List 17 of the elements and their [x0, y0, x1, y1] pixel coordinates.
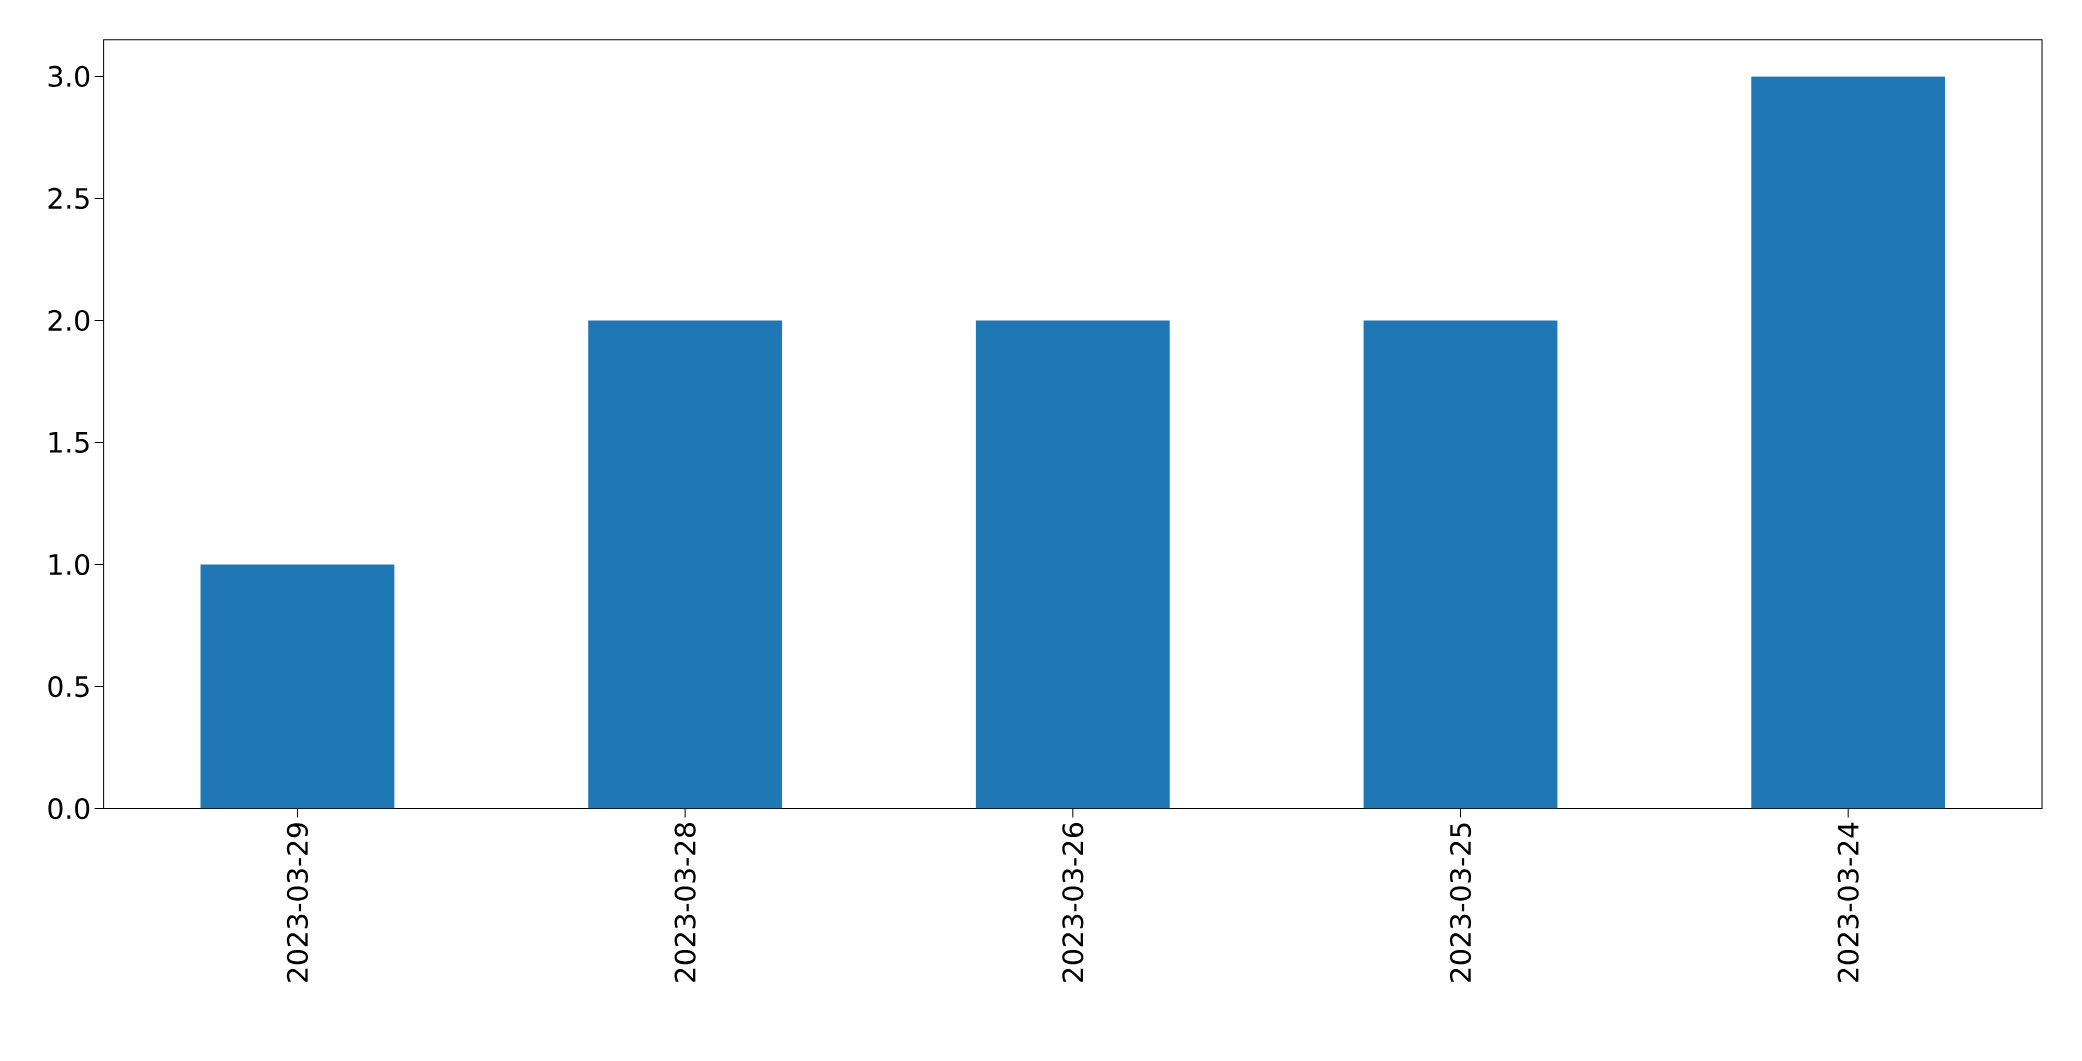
bar — [1751, 76, 1946, 809]
y-tick-label: 2.5 — [48, 187, 89, 210]
y-tick-label: 2.0 — [48, 309, 90, 332]
bar — [975, 320, 1170, 809]
x-tick-label: 2023-03-25 — [1449, 823, 1472, 982]
y-tick-label: 1.5 — [49, 432, 89, 453]
y-tick-label: 0.0 — [48, 798, 90, 820]
x-tick-label: 2023-03-29 — [286, 823, 309, 982]
x-tick-label: 2023-03-24 — [1837, 822, 1859, 982]
bar — [588, 320, 783, 809]
y-tick-label: 0.5 — [48, 675, 89, 698]
bar — [200, 564, 395, 809]
x-tick-label: 2023-03-26 — [1062, 822, 1084, 982]
y-tick-label: 3.0 — [48, 65, 90, 87]
y-tick-label: 1.0 — [49, 553, 90, 576]
x-tick-label: 2023-03-28 — [674, 823, 696, 982]
bar — [1363, 320, 1558, 809]
